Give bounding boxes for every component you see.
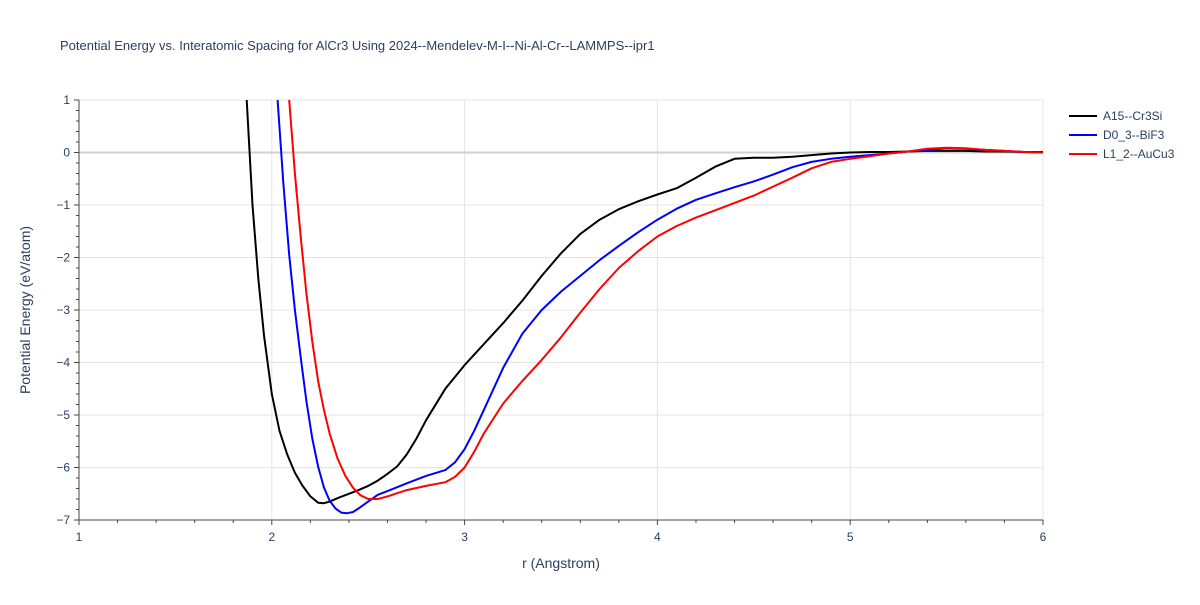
- series-line-1: [245, 100, 1043, 505]
- y-tick-label: −2: [56, 251, 70, 265]
- x-axis-title: r (Angstrom): [522, 555, 600, 571]
- y-tick-label: −5: [56, 408, 70, 422]
- y-axis-title: Potential Energy (eV/atom): [17, 226, 33, 394]
- y-tick-label: −7: [56, 513, 70, 527]
- axes-layer: [74, 99, 1044, 525]
- y-tick-label: −3: [56, 303, 70, 317]
- x-tick-label: 2: [268, 530, 275, 544]
- x-tick-label: 6: [1040, 530, 1047, 544]
- y-tick-label: 1: [63, 93, 70, 107]
- x-tick-label: 3: [461, 530, 468, 544]
- y-tick-label: −1: [56, 198, 70, 212]
- x-tick-label: 5: [847, 530, 854, 544]
- series-line-3: [288, 100, 1043, 500]
- legend-label: D0_3--BiF3: [1103, 128, 1165, 142]
- series-layer: [245, 100, 1043, 515]
- ticks-layer: 1 2 3 4 5 6 −7 −6 −5 −4 −3 −2 −1 0 1: [56, 93, 1046, 544]
- x-tick-label: 4: [654, 530, 661, 544]
- legend-label: A15--Cr3Si: [1103, 109, 1162, 123]
- legend-label: L1_2--AuCu3: [1103, 147, 1175, 161]
- legend: A15--Cr3Si D0_3--BiF3 L1_2--AuCu3: [1069, 109, 1175, 161]
- y-tick-label: 0: [63, 146, 70, 160]
- x-tick-label: 1: [76, 530, 83, 544]
- y-tick-label: −4: [56, 356, 70, 370]
- chart-title: Potential Energy vs. Interatomic Spacing…: [60, 38, 655, 53]
- y-tick-label: −6: [56, 461, 70, 475]
